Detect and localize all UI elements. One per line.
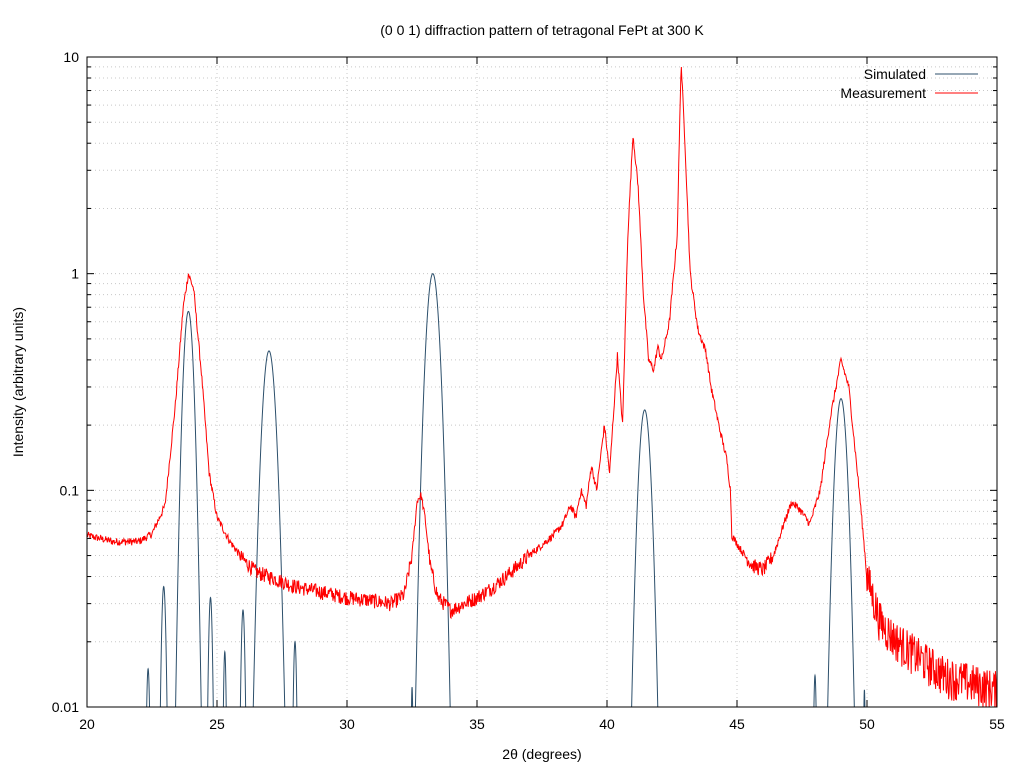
x-tick-label: 45 [729, 716, 745, 732]
x-tick-label: 25 [209, 716, 225, 732]
plot-border [86, 56, 998, 708]
legend: Simulated Measurement [840, 66, 978, 101]
series-measurement [87, 67, 997, 707]
legend-label: Simulated [864, 66, 926, 82]
y-tick-label: 0.1 [60, 482, 80, 498]
x-tick-label: 40 [599, 716, 615, 732]
y-tick-label: 1 [71, 266, 79, 282]
x-tick-label: 50 [859, 716, 875, 732]
y-tick-label: 10 [63, 49, 79, 65]
chart-title: (0 0 1) diffraction pattern of tetragona… [380, 22, 704, 38]
grid [87, 57, 997, 707]
x-tick-label: 30 [339, 716, 355, 732]
x-tick-label: 35 [469, 716, 485, 732]
series-layer [87, 67, 997, 707]
ticks: 20 25 30 35 40 45 50 55 0.01 0.1 1 10 [52, 49, 1005, 732]
series-simulated [146, 273, 866, 707]
x-tick-label: 55 [989, 716, 1005, 732]
legend-label: Measurement [840, 85, 926, 101]
x-axis-label: 2θ (degrees) [502, 746, 581, 762]
y-axis-label: Intensity (arbitrary units) [10, 307, 26, 457]
y-tick-label: 0.01 [52, 699, 79, 715]
x-tick-label: 20 [79, 716, 95, 732]
